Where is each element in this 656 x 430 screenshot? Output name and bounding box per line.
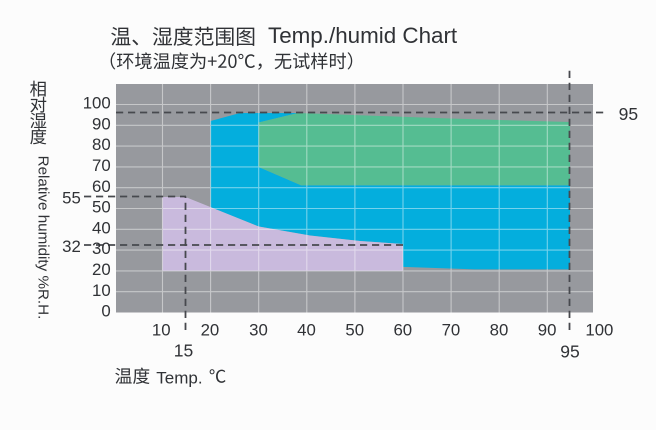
svg-text:80: 80 — [490, 321, 509, 340]
svg-text:40: 40 — [297, 321, 316, 340]
svg-text:32: 32 — [62, 237, 81, 256]
svg-text:80: 80 — [92, 135, 111, 154]
svg-text:60: 60 — [393, 321, 412, 340]
svg-text:Temp.: Temp. — [156, 368, 202, 387]
svg-text:70: 70 — [442, 321, 461, 340]
svg-text:Relative humidity %R.H.: Relative humidity %R.H. — [34, 156, 51, 320]
svg-text:10: 10 — [92, 281, 111, 300]
svg-text:95: 95 — [619, 104, 638, 124]
svg-text:100: 100 — [585, 321, 613, 340]
svg-text:50: 50 — [92, 198, 111, 217]
svg-text:30: 30 — [92, 239, 111, 258]
svg-text:40: 40 — [92, 218, 111, 237]
svg-text:15: 15 — [174, 341, 193, 361]
svg-text:55: 55 — [62, 189, 81, 208]
svg-text:20: 20 — [201, 321, 220, 340]
svg-text:30: 30 — [249, 321, 268, 340]
svg-text:100: 100 — [83, 94, 111, 113]
svg-text:0: 0 — [101, 302, 110, 321]
svg-text:60: 60 — [92, 177, 111, 196]
svg-text:90: 90 — [538, 321, 557, 340]
svg-text:10: 10 — [152, 321, 171, 340]
svg-text:70: 70 — [92, 156, 111, 175]
svg-text:50: 50 — [345, 321, 364, 340]
svg-text:20: 20 — [92, 260, 111, 279]
svg-text:90: 90 — [92, 114, 111, 133]
svg-text:Temp./humid Chart: Temp./humid Chart — [268, 23, 458, 48]
svg-text:95: 95 — [560, 342, 579, 362]
